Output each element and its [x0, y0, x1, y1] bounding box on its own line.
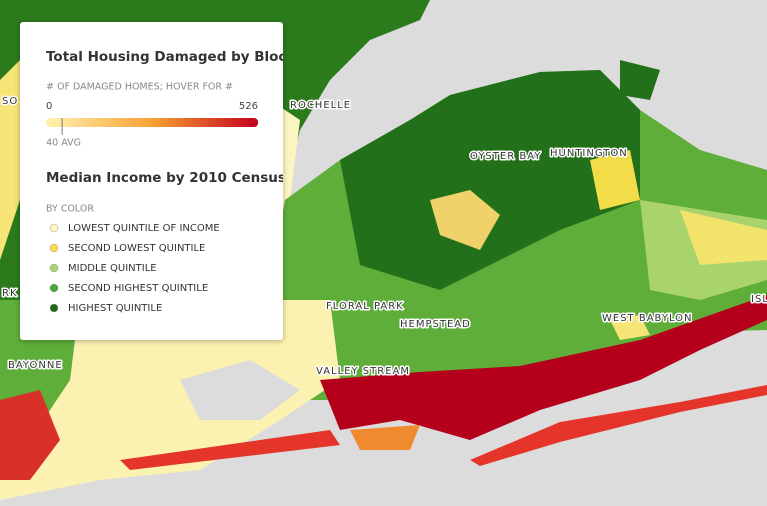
legend: Total Housing Damaged by Block # OF DAMA… [46, 49, 283, 314]
legend-swatch [49, 223, 59, 233]
place-label: HUNTINGTON [550, 148, 628, 159]
south-shore-damage [320, 295, 767, 440]
legend-item: LOWEST QUINTILE OF INCOME [68, 223, 220, 234]
bay [180, 360, 300, 420]
peninsula [620, 60, 660, 100]
place-label: ROCHELLE [290, 100, 351, 111]
color-ramp [46, 118, 258, 127]
legend-item: MIDDLE QUINTILE [68, 263, 157, 274]
legend-swatch [49, 263, 59, 273]
income-patch [590, 150, 640, 210]
legend-item: SECOND LOWEST QUINTILE [68, 243, 205, 254]
income-patch [610, 315, 650, 340]
place-label: RK [2, 288, 18, 299]
place-label: BAYONNE [8, 360, 63, 371]
legend-swatch [49, 303, 59, 313]
income-patch [430, 190, 500, 250]
income-patch [680, 210, 767, 265]
damage-area [350, 425, 420, 450]
north-shore [340, 70, 640, 290]
place-label: ISL [751, 294, 767, 305]
legend-item: SECOND HIGHEST QUINTILE [68, 283, 208, 294]
legend-swatch [49, 283, 59, 293]
legend-item: HIGHEST QUINTILE [68, 303, 162, 314]
average-label: 40 AVG [46, 138, 81, 149]
queens-brooklyn [0, 300, 340, 500]
place-label: WEST BABYLON [602, 313, 693, 324]
legend-subtitle: BY COLOR [46, 204, 94, 215]
place-label: OYSTER BAY [470, 151, 541, 162]
legend-swatch [49, 243, 59, 253]
place-label: VALLEY STREAM [316, 366, 410, 377]
damage-area [0, 390, 60, 480]
barrier-island [470, 385, 767, 466]
place-label: SO [2, 96, 18, 107]
legend-panel: Total Housing Damaged by Block # OF DAMA… [20, 22, 283, 340]
rockaway [120, 430, 340, 470]
legend-title: Total Housing Damaged by Block [46, 49, 283, 65]
scale-max: 526 [239, 101, 258, 112]
place-label: FLORAL PARK [326, 301, 404, 312]
scale-min: 0 [46, 101, 52, 112]
place-label: HEMPSTEAD [400, 319, 471, 330]
legend-subtitle: # OF DAMAGED HOMES; HOVER FOR # [46, 82, 233, 93]
legend-title: Median Income by 2010 Census... [46, 170, 283, 186]
